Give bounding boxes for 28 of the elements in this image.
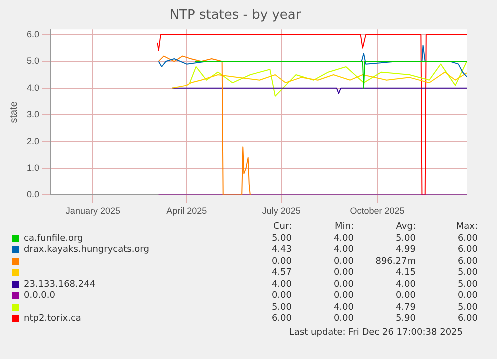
legend-label: ntp2.torix.ca [23, 314, 82, 326]
legend-label: drax.kayaks.hungrycats.org [23, 245, 150, 256]
text: 4.00 0.00 4.00 5.00 [272, 280, 478, 290]
text: 0.00 0.00 0.00 0.00 [272, 291, 478, 301]
x-tick-label: January 2025 [66, 206, 120, 216]
text: Cur: Min: Avg: Max: [273, 222, 478, 232]
text: 5.00 4.00 4.79 5.00 [272, 302, 478, 312]
y-tick-label: 5.0 [26, 56, 40, 66]
x-tick-label: July 2025 [262, 206, 301, 216]
text: 4.43 4.00 4.99 6.00 [272, 245, 478, 255]
text: 0.00 0.00 896.27m 6.00 [272, 256, 478, 266]
x-tick-label: October 2025 [350, 206, 405, 216]
text: 5.00 4.00 5.00 6.00 [272, 234, 478, 244]
legend-label: 0.0.0.0 [23, 291, 56, 302]
legend-label: ca.funfile.org [23, 234, 84, 245]
chart-title: NTP states - by year [170, 8, 302, 24]
text: 4.57 0.00 4.15 5.00 [272, 268, 478, 278]
y-tick-label: 1.0 [26, 162, 40, 173]
y-tick-label: 6.0 [26, 29, 40, 40]
y-axis-title: state [8, 101, 20, 124]
text: Last update: Fri Dec 26 17:00:38 2025 [289, 328, 463, 338]
legend-label: 23.133.168.244 [23, 280, 97, 291]
y-tick-label: 3.0 [26, 110, 40, 120]
text: 6.00 0.00 5.90 6.00 [272, 314, 478, 324]
y-tick-label: 0.0 [26, 190, 40, 200]
y-tick-label: 2.0 [26, 136, 40, 146]
y-tick-label: 4.0 [26, 82, 40, 93]
x-tick-label: April 2025 [166, 206, 208, 216]
